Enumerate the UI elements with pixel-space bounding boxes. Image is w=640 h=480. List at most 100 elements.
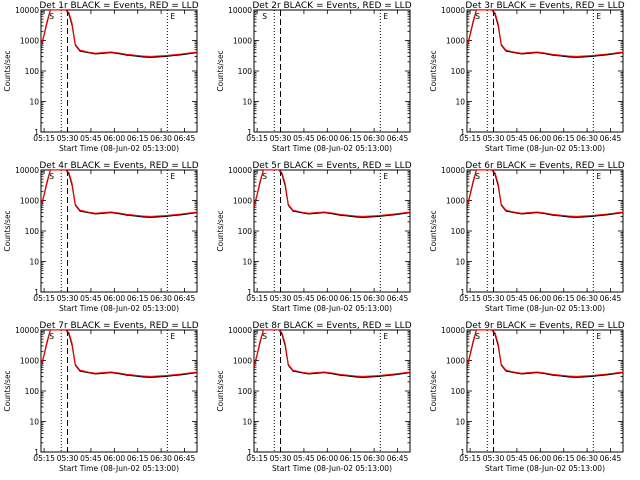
legend-marker: S — [49, 332, 54, 341]
series-events-line — [467, 10, 623, 58]
series-events-line — [467, 170, 623, 218]
x-tick-label: 06:30 — [363, 454, 385, 463]
x-tick-label: 06:30 — [150, 454, 172, 463]
legend-marker: E — [596, 12, 601, 21]
y-tick-label: 10000 — [228, 6, 252, 15]
series-events-line — [41, 170, 197, 218]
series-lld-line — [254, 330, 410, 377]
x-tick-label: 06:15 — [127, 454, 149, 463]
y-tick-label: 10000 — [228, 166, 252, 175]
y-axis-label: Counts/sec — [216, 370, 225, 411]
detector-panel: Det 4r BLACK = Events, RED = LLD 1 10 100 10… — [0, 160, 213, 320]
panel-title: Det 9r BLACK = Events, RED = LLD — [465, 321, 624, 331]
x-tick-label: 05:15 — [33, 454, 55, 463]
panel-plot: Det 9r BLACK = Events, RED = LLD 1 10 100 10… — [429, 321, 625, 473]
x-tick-label: 05:30 — [483, 294, 505, 303]
legend-marker: E — [383, 172, 388, 181]
y-axis-label: Counts/sec — [429, 370, 438, 411]
x-tick-label: 06:45 — [600, 294, 622, 303]
x-tick-label: 06:45 — [387, 294, 409, 303]
x-axis-label: Start Time (08-Jun-02 05:13:00) — [485, 464, 605, 473]
y-tick-label: 10000 — [441, 326, 465, 335]
x-tick-label: 06:30 — [363, 294, 385, 303]
x-tick-label: 05:45 — [80, 454, 102, 463]
y-tick-label: 10 — [242, 258, 252, 267]
x-tick-label: 05:45 — [506, 294, 528, 303]
y-tick-label: 1 — [460, 288, 465, 297]
detector-panel: Det 9r BLACK = Events, RED = LLD 1 10 100 10… — [426, 320, 639, 480]
y-tick-label: 100 — [451, 67, 466, 76]
y-tick-label: 10000 — [15, 326, 39, 335]
x-axis-label: Start Time (08-Jun-02 05:13:00) — [59, 464, 179, 473]
legend-marker: S — [475, 332, 480, 341]
y-tick-label: 10000 — [441, 6, 465, 15]
panel-plot: Det 5r BLACK = Events, RED = LLD 1 10 100 10… — [216, 161, 412, 313]
series-lld-line — [467, 170, 623, 217]
x-tick-label: 06:00 — [104, 454, 126, 463]
y-tick-label: 100 — [25, 67, 40, 76]
legend-marker: S — [262, 12, 267, 21]
plot-frame — [253, 9, 411, 133]
y-tick-label: 1 — [247, 448, 252, 457]
plot-frame — [253, 329, 411, 453]
detector-panel: Det 8r BLACK = Events, RED = LLD 1 10 100 10… — [213, 320, 426, 480]
legend-marker: S — [475, 172, 480, 181]
x-tick-label: 06:00 — [104, 294, 126, 303]
x-tick-label: 06:30 — [576, 134, 598, 143]
y-tick-label: 10 — [242, 418, 252, 427]
series-lld-line — [254, 170, 410, 217]
y-tick-label: 10 — [455, 258, 465, 267]
y-tick-label: 10000 — [15, 6, 39, 15]
panel-title: Det 5r BLACK = Events, RED = LLD — [252, 161, 411, 171]
x-tick-label: 06:00 — [317, 294, 339, 303]
legend-marker: E — [383, 12, 388, 21]
x-axis-label: Start Time (08-Jun-02 05:13:00) — [485, 304, 605, 313]
plot-frame — [40, 329, 198, 453]
legend-marker: S — [475, 12, 480, 21]
legend-marker: E — [596, 172, 601, 181]
x-tick-label: 05:30 — [483, 134, 505, 143]
x-axis-label: Start Time (08-Jun-02 05:13:00) — [59, 304, 179, 313]
y-tick-label: 10000 — [228, 326, 252, 335]
x-tick-label: 05:45 — [293, 294, 315, 303]
y-axis-label: Counts/sec — [3, 50, 12, 91]
panel-title: Det 8r BLACK = Events, RED = LLD — [252, 321, 411, 331]
y-tick-label: 10 — [29, 98, 39, 107]
x-tick-label: 06:00 — [530, 294, 552, 303]
y-tick-label: 1000 — [446, 37, 465, 46]
y-tick-label: 1000 — [446, 197, 465, 206]
y-tick-label: 100 — [238, 387, 253, 396]
plot-frame — [466, 9, 624, 133]
plot-frame — [40, 9, 198, 133]
x-tick-label: 05:15 — [459, 294, 481, 303]
y-tick-label: 1000 — [233, 357, 252, 366]
x-tick-label: 06:00 — [530, 454, 552, 463]
x-tick-label: 06:30 — [150, 294, 172, 303]
legend-marker: S — [262, 332, 267, 341]
y-tick-label: 1 — [34, 448, 39, 457]
plot-frame — [466, 169, 624, 293]
detector-panel: Det 3r BLACK = Events, RED = LLD 1 10 100 10… — [426, 0, 639, 160]
x-tick-label: 06:45 — [174, 294, 196, 303]
x-tick-label: 06:15 — [340, 134, 362, 143]
x-tick-label: 05:15 — [246, 294, 268, 303]
y-tick-label: 1 — [247, 288, 252, 297]
panel-plot: Det 8r BLACK = Events, RED = LLD 1 10 100 10… — [216, 321, 412, 473]
x-tick-label: 05:45 — [293, 454, 315, 463]
x-tick-label: 05:15 — [33, 294, 55, 303]
plot-frame — [253, 169, 411, 293]
panel-title: Det 7r BLACK = Events, RED = LLD — [39, 321, 198, 331]
legend-marker: E — [170, 172, 175, 181]
x-tick-label: 05:15 — [459, 454, 481, 463]
y-tick-label: 1000 — [20, 37, 39, 46]
panel-title: Det 4r BLACK = Events, RED = LLD — [39, 161, 198, 171]
series-events-line — [254, 170, 410, 218]
legend-marker: E — [170, 332, 175, 341]
y-tick-label: 1 — [247, 128, 252, 137]
x-tick-label: 06:45 — [600, 454, 622, 463]
panel-plot: Det 1r BLACK = Events, RED = LLD 1 10 100 10… — [3, 1, 199, 153]
y-tick-label: 10 — [455, 98, 465, 107]
legend-marker: S — [262, 172, 267, 181]
x-tick-label: 06:15 — [340, 294, 362, 303]
series-lld-line — [467, 10, 623, 57]
